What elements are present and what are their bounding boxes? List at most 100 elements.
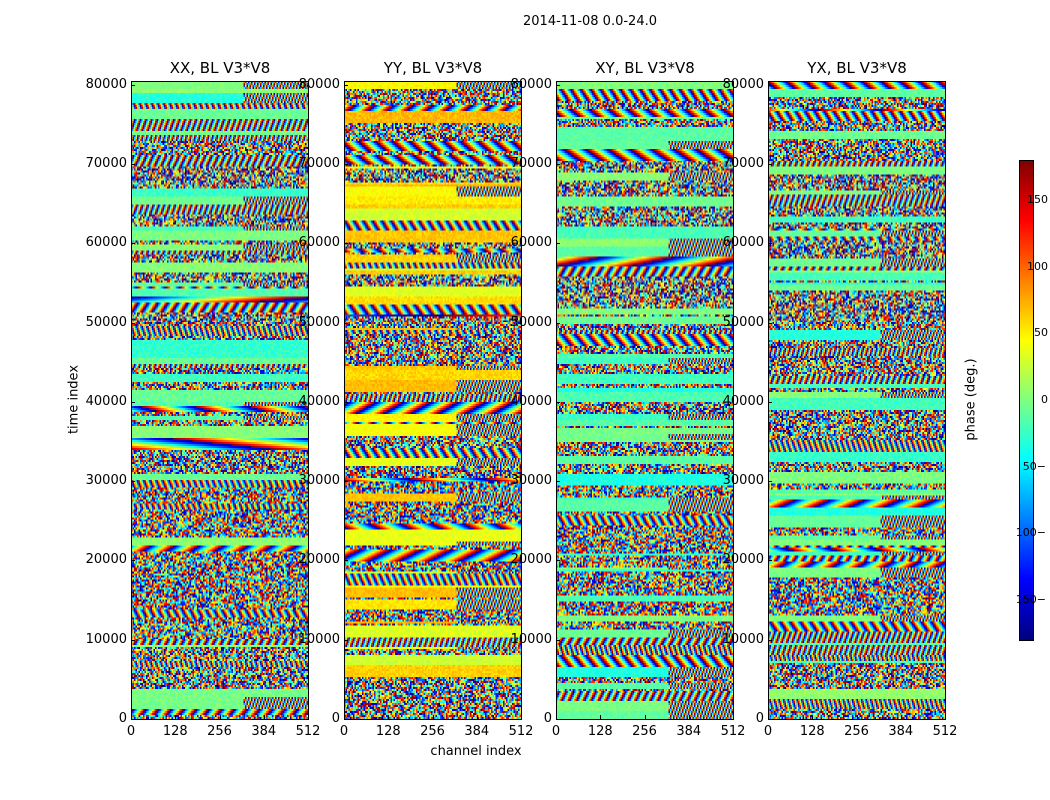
colorbar-tick-label: −100 xyxy=(1015,526,1046,540)
y-tick-label-yx: 70000 xyxy=(722,156,764,172)
x-tick-label-xy: 384 xyxy=(676,724,702,739)
y-tick-mark xyxy=(131,560,135,561)
y-tick-label-xx: 10000 xyxy=(85,631,127,647)
y-tick-label-xy: 80000 xyxy=(510,76,552,92)
y-tick-mark xyxy=(344,560,348,561)
x-tick-mark xyxy=(131,715,132,719)
y-tick-mark xyxy=(344,243,348,244)
y-tick-mark xyxy=(556,323,560,324)
panel-title-yy: YY, BL V3*V8 xyxy=(383,59,483,77)
x-tick-label-xx: 384 xyxy=(251,724,277,739)
y-tick-label-yy: 50000 xyxy=(298,314,340,330)
x-tick-label-yx: 128 xyxy=(799,724,825,739)
y-tick-label-yx: 10000 xyxy=(722,631,764,647)
y-tick-mark xyxy=(131,243,135,244)
x-tick-label-yy: 256 xyxy=(420,724,445,739)
x-tick-mark xyxy=(220,715,221,719)
x-tick-mark xyxy=(857,715,858,719)
heatmap-xy xyxy=(556,81,733,719)
y-tick-label-xx: 70000 xyxy=(85,156,127,172)
x-tick-label-yx: 0 xyxy=(763,724,773,739)
x-tick-label-xx: 128 xyxy=(162,724,188,739)
y-tick-mark xyxy=(556,560,560,561)
colorbar-tick-label: 0 xyxy=(1041,393,1048,406)
y-tick-mark xyxy=(768,402,772,403)
y-tick-label-yx: 40000 xyxy=(722,393,764,409)
y-tick-label-xy: 10000 xyxy=(510,631,552,647)
y-tick-label-yx: 80000 xyxy=(722,76,764,92)
y-tick-label-xx: 50000 xyxy=(85,314,127,330)
panel-title-xx: XX, BL V3*V8 xyxy=(169,59,271,77)
y-tick-label-yx: 50000 xyxy=(722,314,764,330)
y-tick-mark xyxy=(131,164,135,165)
y-tick-label-xx: 80000 xyxy=(85,76,127,92)
y-tick-label-xy: 70000 xyxy=(510,156,552,172)
y-tick-label-yy: 20000 xyxy=(298,552,340,568)
colorbar-tick-label: 150 xyxy=(1027,193,1048,206)
y-tick-label-xy: 30000 xyxy=(510,473,552,489)
x-tick-mark xyxy=(768,715,769,719)
y-tick-label-xx: 20000 xyxy=(85,552,127,568)
x-tick-label-xx: 256 xyxy=(207,724,232,739)
y-tick-label-yy: 80000 xyxy=(298,76,340,92)
y-tick-mark xyxy=(768,481,772,482)
colorbar-tick-label: −50 xyxy=(1022,459,1046,473)
x-tick-mark xyxy=(645,715,646,719)
y-tick-mark xyxy=(344,402,348,403)
x-tick-label-yy: 128 xyxy=(375,724,401,739)
y-tick-mark xyxy=(556,243,560,244)
colorbar-label: phase (deg.) xyxy=(963,358,979,441)
y-tick-label-yx: 30000 xyxy=(722,473,764,489)
y-tick-label-xx: 60000 xyxy=(85,235,127,251)
y-tick-mark xyxy=(556,85,560,86)
x-tick-mark xyxy=(433,715,434,719)
y-tick-label-yy: 60000 xyxy=(298,235,340,251)
y-tick-label-xx: 0 xyxy=(118,711,127,726)
colorbar-tick-label: 100 xyxy=(1027,259,1048,273)
y-tick-label-yy: 0 xyxy=(331,711,340,726)
x-tick-mark xyxy=(521,715,522,719)
y-tick-label-xy: 20000 xyxy=(510,552,552,568)
y-tick-mark xyxy=(768,164,772,165)
x-tick-mark xyxy=(901,715,902,719)
colorbar xyxy=(1019,160,1033,640)
y-tick-mark xyxy=(344,85,348,86)
y-tick-mark xyxy=(344,323,348,324)
y-tick-label-xx: 30000 xyxy=(85,473,127,489)
y-tick-mark xyxy=(131,719,135,720)
y-tick-label-xy: 0 xyxy=(543,711,552,726)
x-tick-mark xyxy=(689,715,690,719)
y-tick-mark xyxy=(556,640,560,641)
y-tick-label-xy: 40000 xyxy=(510,393,552,409)
x-tick-label-yx: 256 xyxy=(844,724,869,739)
y-tick-mark xyxy=(768,85,772,86)
y-tick-mark xyxy=(556,402,560,403)
y-tick-mark xyxy=(344,640,348,641)
x-tick-label-yy: 512 xyxy=(508,724,534,739)
y-tick-label-yy: 30000 xyxy=(298,473,340,489)
x-tick-label-yy: 0 xyxy=(339,724,349,739)
x-tick-label-xy: 256 xyxy=(632,724,657,739)
colorbar-tick-label: 50 xyxy=(1034,326,1048,340)
figure-suptitle: 2014-11-08 0.0-24.0 xyxy=(523,14,657,29)
x-tick-mark xyxy=(344,715,345,719)
y-tick-mark xyxy=(131,402,135,403)
y-tick-mark xyxy=(768,640,772,641)
y-tick-label-yx: 20000 xyxy=(722,552,764,568)
y-tick-label-yy: 70000 xyxy=(298,156,340,172)
x-tick-label-xx: 0 xyxy=(126,724,136,739)
x-tick-mark xyxy=(945,715,946,719)
colorbar-tick-label: −150 xyxy=(1015,593,1046,606)
x-tick-mark xyxy=(812,715,813,719)
y-tick-mark xyxy=(556,164,560,165)
panel-title-xy: XY, BL V3*V8 xyxy=(595,59,695,77)
x-tick-label-xy: 512 xyxy=(720,724,746,739)
x-tick-label-yy: 384 xyxy=(464,724,490,739)
y-tick-label-xy: 60000 xyxy=(510,235,552,251)
x-axis-label: channel index xyxy=(430,744,522,759)
y-tick-mark xyxy=(131,85,135,86)
y-tick-mark xyxy=(344,719,348,720)
y-tick-mark xyxy=(131,323,135,324)
y-tick-mark xyxy=(131,481,135,482)
